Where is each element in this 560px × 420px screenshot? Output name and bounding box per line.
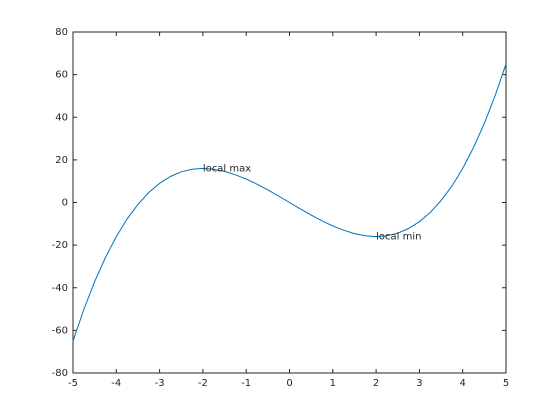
x-tick-label: -3 [155, 378, 165, 389]
y-tick-label: 20 [55, 155, 68, 166]
x-tick-label: -5 [68, 378, 78, 389]
x-tick-label: 1 [330, 378, 336, 389]
y-tick-label: -20 [52, 240, 68, 251]
y-tick-label: 0 [62, 198, 68, 209]
y-tick-label: -40 [52, 283, 68, 294]
x-tick-label: 0 [286, 378, 292, 389]
y-tick-label: -80 [52, 368, 68, 379]
x-tick-label: 5 [503, 378, 509, 389]
annotation: local min [376, 232, 421, 243]
x-tick-label: 2 [373, 378, 379, 389]
y-tick-label: 40 [55, 112, 68, 123]
y-tick-label: 60 [55, 70, 68, 81]
annotation: local max [203, 163, 251, 174]
x-tick-label: -4 [111, 378, 121, 389]
x-tick-label: -1 [241, 378, 251, 389]
y-tick-label: -60 [52, 325, 68, 336]
x-tick-label: -2 [198, 378, 208, 389]
y-tick-label: 80 [55, 27, 68, 38]
x-tick-label: 3 [416, 378, 422, 389]
line [72, 63, 507, 342]
x-tick-label: 4 [460, 378, 466, 389]
